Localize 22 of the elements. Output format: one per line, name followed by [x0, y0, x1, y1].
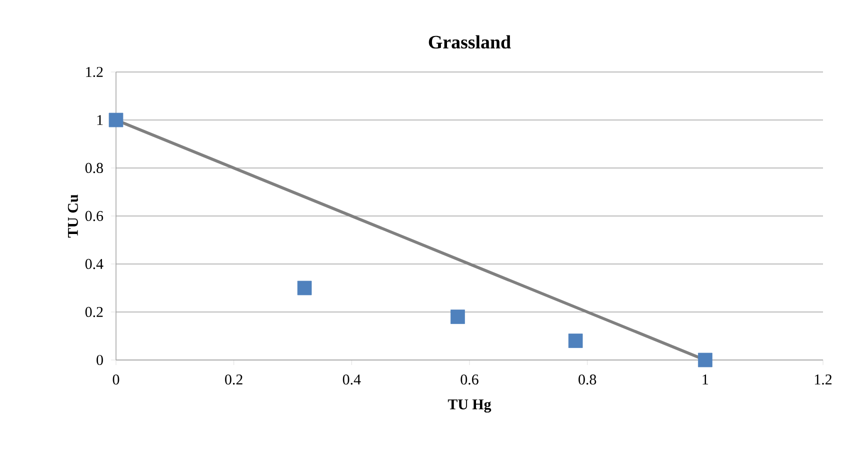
x-tick-label: 0.2: [225, 374, 242, 385]
point: [108, 112, 124, 128]
y-tick-label: 0.8: [85, 162, 103, 174]
point: [568, 334, 583, 348]
y-tick-label: 0.6: [85, 210, 104, 222]
x-tick-label: 0.8: [578, 374, 596, 385]
y-axis-title: TU Cu: [68, 194, 78, 238]
y-tick-label: 0.4: [85, 258, 104, 270]
y-tick-label: 1.2: [86, 66, 103, 78]
x-axis-title: TU Hg: [448, 399, 492, 413]
y-tick-label: 0.2: [85, 306, 103, 318]
chart-title: Grassland: [428, 35, 511, 49]
x-tick-label: 0.6: [460, 374, 478, 385]
point: [450, 310, 465, 324]
point: [698, 352, 712, 368]
x-tick-label: 1: [702, 374, 708, 384]
y-tick-label: 1: [97, 115, 103, 125]
x-tick-label: 0.4: [342, 374, 361, 385]
x-tick-label: 1.2: [814, 374, 832, 385]
y-tick-label: 0: [96, 354, 103, 366]
point: [297, 280, 312, 296]
x-tick-label: 0: [112, 374, 120, 385]
